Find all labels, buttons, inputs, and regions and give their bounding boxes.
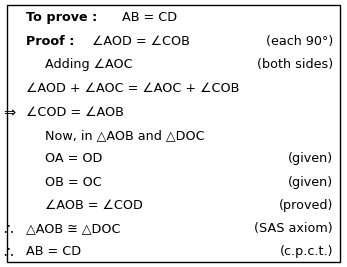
Text: ∴: ∴ [3, 244, 13, 259]
Text: ⇒: ⇒ [3, 105, 16, 120]
Text: Proof :: Proof : [26, 35, 74, 48]
Text: OA = OD: OA = OD [45, 152, 102, 165]
Text: (each 90°): (each 90°) [266, 35, 333, 48]
Text: Adding ∠AOC: Adding ∠AOC [45, 58, 133, 71]
Text: (c.p.c.t.): (c.p.c.t.) [280, 245, 333, 258]
Text: (both sides): (both sides) [257, 58, 333, 71]
Text: (SAS axiom): (SAS axiom) [254, 222, 333, 235]
Text: (given): (given) [288, 152, 333, 165]
Text: AB = CD: AB = CD [118, 11, 177, 24]
Text: (given): (given) [288, 176, 333, 189]
Text: ∠AOD = ∠COB: ∠AOD = ∠COB [88, 35, 190, 48]
Text: AB = CD: AB = CD [26, 245, 81, 258]
Text: (proved): (proved) [279, 199, 333, 211]
Text: OB = OC: OB = OC [45, 176, 102, 189]
Text: To prove :: To prove : [26, 11, 97, 24]
Text: ∠AOD + ∠AOC = ∠AOC + ∠COB: ∠AOD + ∠AOC = ∠AOC + ∠COB [26, 82, 239, 95]
Text: ∴: ∴ [3, 221, 13, 236]
Text: △AOB ≅ △DOC: △AOB ≅ △DOC [26, 222, 120, 235]
Text: ∠AOB = ∠COD: ∠AOB = ∠COD [45, 199, 143, 211]
Text: ∠COD = ∠AOB: ∠COD = ∠AOB [26, 106, 124, 119]
Text: Now, in △AOB and △DOC: Now, in △AOB and △DOC [45, 129, 205, 142]
